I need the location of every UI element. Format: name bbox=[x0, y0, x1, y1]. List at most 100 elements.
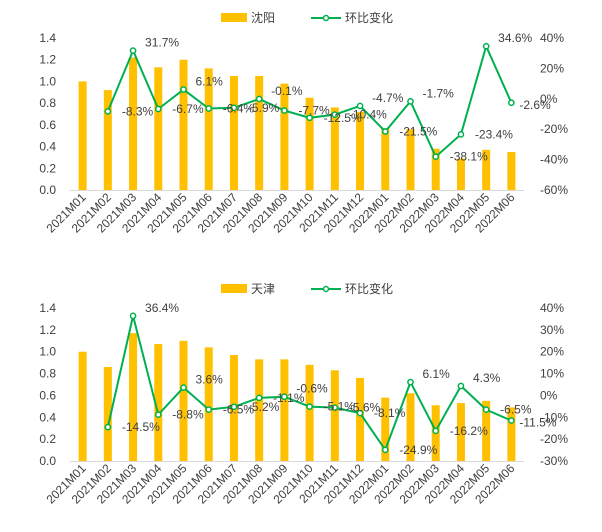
data-label: 6.1% bbox=[196, 75, 224, 89]
y-right-tick-label: -10% bbox=[540, 410, 568, 424]
y-axis-left: 0.0 0.2 0.4 0.6 0.8 1.0 1.2 1.4 bbox=[39, 301, 56, 468]
bar bbox=[78, 351, 87, 461]
line-point bbox=[205, 105, 213, 112]
data-label: -2.6% bbox=[519, 98, 551, 112]
line-point bbox=[331, 111, 339, 118]
x-axis-labels: 2021M012021M022021M032021M042021M052021M… bbox=[43, 461, 517, 507]
data-label: -8.3% bbox=[122, 104, 154, 118]
data-label: -4.7% bbox=[372, 91, 404, 105]
legend-bar-label: 天津 bbox=[251, 282, 275, 296]
line-point bbox=[381, 446, 389, 454]
y-left-tick-label: 1.0 bbox=[39, 74, 56, 88]
data-label: -38.1% bbox=[450, 150, 488, 164]
line-point bbox=[508, 417, 515, 424]
y-right-tick-label: 0% bbox=[540, 388, 558, 402]
line-point bbox=[482, 42, 490, 50]
y-left-tick-label: 1.2 bbox=[39, 323, 56, 337]
bar bbox=[381, 128, 390, 190]
legend-line-marker bbox=[322, 285, 330, 293]
line-point bbox=[407, 98, 414, 105]
y-left-tick-label: 0.6 bbox=[39, 388, 56, 402]
legend-bar-label: 沈阳 bbox=[251, 10, 275, 25]
bar bbox=[356, 377, 365, 461]
y-left-tick-label: 0.2 bbox=[39, 432, 56, 446]
y-right-tick-label: 30% bbox=[540, 323, 564, 337]
bar bbox=[179, 59, 188, 190]
line-point bbox=[180, 86, 187, 93]
line-point bbox=[129, 312, 137, 320]
line-point bbox=[255, 394, 263, 402]
line-point bbox=[457, 131, 465, 138]
bar bbox=[204, 347, 213, 461]
bar bbox=[129, 333, 138, 461]
y-right-tick-label: 10% bbox=[540, 367, 564, 381]
data-label: -11.5% bbox=[519, 416, 556, 430]
line-point bbox=[230, 104, 238, 112]
line-point bbox=[356, 102, 364, 110]
data-label: -1.1% bbox=[273, 391, 305, 405]
x-axis-labels: 2021M012021M022021M032021M042021M052021M… bbox=[43, 190, 517, 236]
bar bbox=[406, 129, 415, 190]
data-label: -8.1% bbox=[374, 406, 406, 420]
line-point bbox=[381, 128, 389, 135]
bar bbox=[154, 67, 163, 190]
bar bbox=[255, 76, 264, 190]
data-label: 3.6% bbox=[196, 373, 224, 387]
bar bbox=[507, 152, 516, 190]
line-point bbox=[230, 403, 238, 411]
legend-line-marker bbox=[322, 14, 330, 22]
bar-series bbox=[78, 57, 516, 190]
y-left-tick-label: 1.4 bbox=[39, 301, 56, 315]
y-right-tick-label: 40% bbox=[540, 31, 564, 45]
bar bbox=[431, 148, 440, 190]
y-left-tick-label: 0.0 bbox=[39, 183, 56, 197]
y-axis-left: 0.0 0.2 0.4 0.6 0.8 1.0 1.2 1.4 bbox=[39, 31, 56, 197]
y-right-tick-label: 20% bbox=[540, 345, 564, 359]
y-right-tick-label: -20% bbox=[540, 122, 568, 136]
bar bbox=[456, 403, 465, 461]
bar bbox=[204, 68, 213, 190]
line-point bbox=[432, 153, 440, 161]
bar bbox=[154, 344, 163, 461]
bar bbox=[103, 367, 112, 461]
bar bbox=[179, 340, 188, 461]
y-axis-right: -30% -20% -10% 0% 10% 20% 30% 40% bbox=[540, 301, 568, 468]
bar bbox=[305, 97, 314, 190]
data-label: -8.8% bbox=[172, 408, 204, 422]
bar bbox=[406, 393, 415, 461]
data-label: -10.4% bbox=[349, 108, 387, 122]
data-label: 36.4% bbox=[145, 301, 179, 315]
y-right-tick-label: 20% bbox=[540, 61, 564, 75]
line-point bbox=[104, 108, 112, 115]
data-label: -16.2% bbox=[450, 424, 488, 438]
y-left-tick-label: 1.4 bbox=[39, 31, 56, 45]
data-label: -6.7% bbox=[172, 102, 204, 116]
line-point bbox=[205, 406, 213, 413]
data-label: 4.3% bbox=[473, 371, 501, 385]
bar bbox=[229, 76, 238, 190]
y-left-tick-label: 0.2 bbox=[39, 161, 56, 175]
data-label: -23.4% bbox=[475, 127, 513, 141]
y-left-tick-label: 1.2 bbox=[39, 53, 56, 67]
data-label: -0.6% bbox=[296, 382, 328, 396]
line-point bbox=[281, 107, 288, 114]
y-left-tick-label: 1.0 bbox=[39, 345, 56, 359]
bar bbox=[456, 158, 465, 190]
data-label: -0.1% bbox=[271, 84, 303, 98]
y-left-tick-label: 0.4 bbox=[39, 410, 56, 424]
data-label: -5.9% bbox=[248, 101, 280, 115]
bar bbox=[330, 370, 339, 461]
line-point bbox=[407, 378, 414, 386]
bar bbox=[305, 364, 314, 461]
bar bbox=[255, 359, 264, 461]
data-label: 6.1% bbox=[423, 367, 451, 381]
data-label: -24.9% bbox=[399, 443, 437, 457]
line-point bbox=[180, 384, 187, 391]
line-point bbox=[281, 393, 288, 401]
bar bbox=[356, 111, 365, 190]
data-label: -6.4% bbox=[223, 102, 255, 116]
line-point bbox=[129, 47, 137, 54]
y-left-tick-label: 0.6 bbox=[39, 118, 56, 132]
